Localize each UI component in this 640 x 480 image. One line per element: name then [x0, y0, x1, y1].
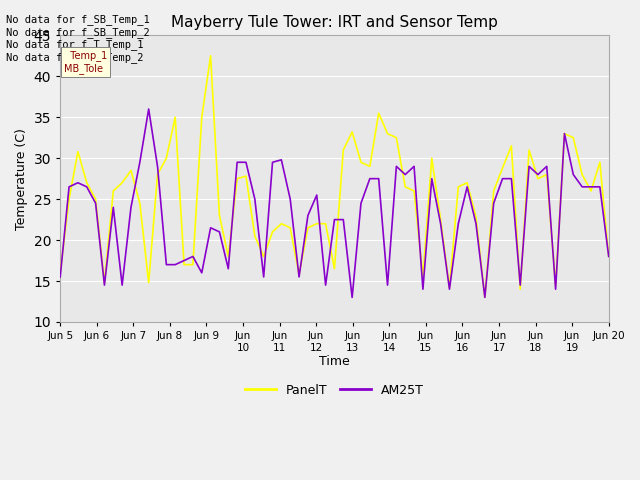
Y-axis label: Temperature (C): Temperature (C): [15, 128, 28, 229]
Legend: PanelT, AM25T: PanelT, AM25T: [240, 379, 429, 402]
Text: No data for f_SB_Temp_1
No data for f_SB_Temp_2
No data for f_T_Temp_1
No data f: No data for f_SB_Temp_1 No data for f_SB…: [6, 14, 150, 63]
Text: Temp_1
MB_Tole: Temp_1 MB_Tole: [64, 50, 108, 74]
X-axis label: Time: Time: [319, 355, 350, 368]
Title: Mayberry Tule Tower: IRT and Sensor Temp: Mayberry Tule Tower: IRT and Sensor Temp: [171, 15, 498, 30]
